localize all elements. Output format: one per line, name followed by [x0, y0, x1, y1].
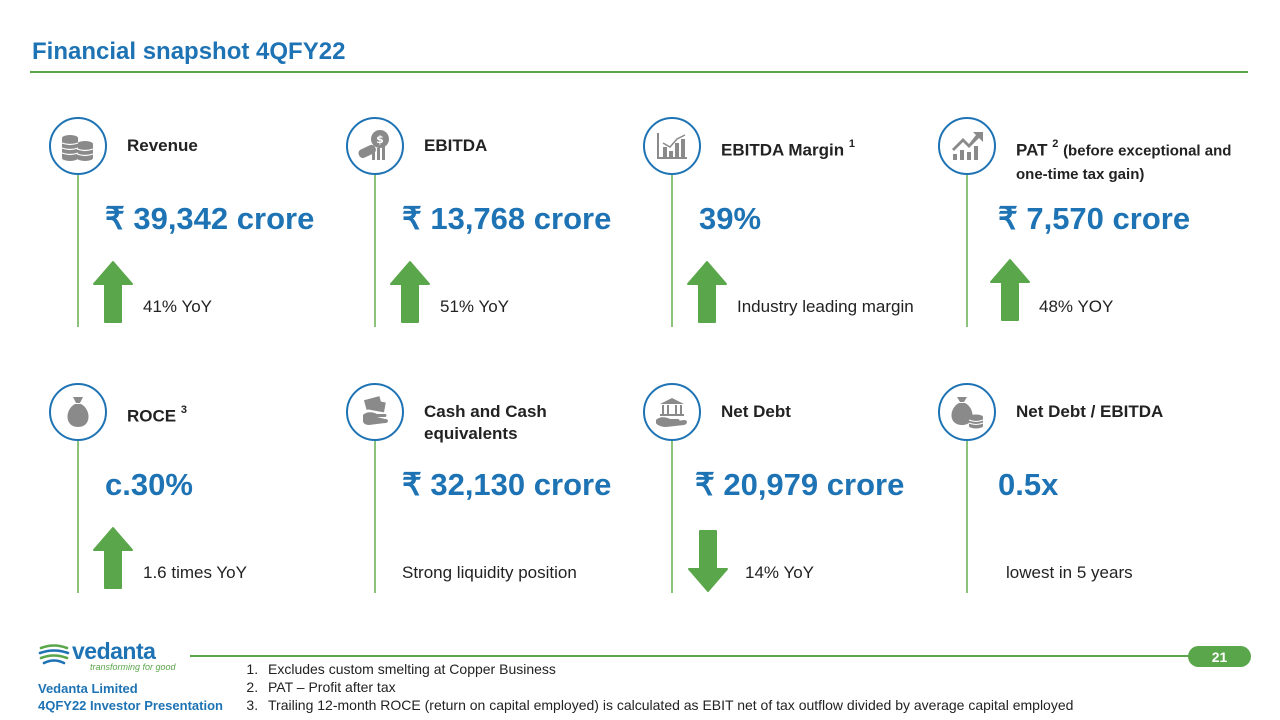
- svg-text:$: $: [376, 133, 384, 146]
- metric-value: ₹ 32,130 crore: [402, 467, 612, 502]
- metric-divider: [77, 175, 79, 327]
- metric-note: Industry leading margin: [737, 297, 914, 316]
- metric-icon-circle: [346, 383, 404, 441]
- metric-divider: [77, 441, 79, 593]
- vedanta-logo: vedanta transforming for good: [38, 638, 188, 676]
- bag-coins-icon: [951, 397, 984, 429]
- metric-card-cash: Cash and Cash equivalents ₹ 32,130 crore…: [346, 383, 626, 623]
- footer-divider: [190, 655, 1190, 657]
- money-bag-icon: [67, 397, 89, 427]
- metric-label: ROCE 3: [127, 404, 187, 426]
- metric-icon-circle: [938, 383, 996, 441]
- footnote-item: PAT – Profit after tax: [262, 678, 1073, 696]
- metric-label: Cash and Cash equivalents: [424, 402, 547, 443]
- cash-hand-icon: [363, 396, 388, 425]
- money-hand-icon: $: [358, 130, 389, 160]
- metric-divider: [966, 175, 968, 327]
- metric-value: c.30%: [105, 467, 193, 502]
- metric-card-net-debt-ebitda: Net Debt / EBITDA 0.5x lowest in 5 years: [938, 383, 1218, 623]
- coins-icon: [61, 135, 94, 161]
- metric-card-revenue: Revenue ₹ 39,342 crore 41% YoY: [49, 117, 329, 357]
- footnote-item: Excludes custom smelting at Copper Busin…: [262, 660, 1073, 678]
- title-divider: [30, 71, 1248, 73]
- metric-card-net-debt: Net Debt ₹ 20,979 crore 14% YoY: [643, 383, 923, 623]
- arrow-down-icon: [688, 530, 728, 592]
- metric-value: ₹ 39,342 crore: [105, 201, 315, 236]
- metric-label: Net Debt / EBITDA: [1016, 402, 1164, 421]
- metric-divider: [374, 175, 376, 327]
- metric-value: 0.5x: [998, 467, 1059, 502]
- footnote-item: Trailing 12-month ROCE (return on capita…: [262, 696, 1073, 714]
- metric-card-roce: ROCE 3 c.30% 1.6 times YoY: [49, 383, 329, 623]
- metric-value: ₹ 13,768 crore: [402, 201, 612, 236]
- metric-note: 1.6 times YoY: [143, 563, 247, 582]
- metric-label: Revenue: [127, 136, 198, 155]
- trend-up-icon: [952, 132, 983, 160]
- metric-value: 39%: [699, 201, 762, 236]
- arrow-up-icon: [390, 261, 430, 323]
- metric-note: 14% YoY: [745, 563, 815, 582]
- arrow-up-icon: [990, 259, 1030, 321]
- metric-note: 41% YoY: [143, 297, 213, 316]
- logo-wordmark: vedanta: [72, 638, 156, 664]
- metric-divider: [671, 175, 673, 327]
- footnotes: Excludes custom smelting at Copper Busin…: [240, 660, 1073, 714]
- metric-label: EBITDA: [424, 136, 488, 155]
- metric-icon-circle: [938, 117, 996, 175]
- metric-value: ₹ 20,979 crore: [695, 467, 905, 502]
- metric-card-ebitda-margin: EBITDA Margin 1 39% Industry leading mar…: [643, 117, 923, 357]
- metric-label: Net Debt: [721, 402, 791, 421]
- metric-icon-circle: $: [346, 117, 404, 175]
- arrow-up-icon: [687, 261, 727, 323]
- metric-icon-circle: [643, 117, 701, 175]
- metric-label: PAT 2 (before exceptional and one-time t…: [1016, 138, 1232, 183]
- metric-icon-circle: [49, 383, 107, 441]
- company-name: Vedanta Limited: [38, 681, 138, 696]
- bar-chart-icon: [657, 133, 687, 159]
- metric-icon-circle: [643, 383, 701, 441]
- logo-tagline: transforming for good: [90, 662, 176, 672]
- page-number: 21: [1188, 646, 1251, 667]
- bank-hand-icon: [656, 398, 687, 427]
- metric-note: 48% YOY: [1039, 297, 1114, 316]
- metric-note: Strong liquidity position: [402, 563, 577, 582]
- metric-card-pat: PAT 2 (before exceptional and one-time t…: [938, 117, 1231, 357]
- company-info: Vedanta Limited 4QFY22 Investor Presenta…: [38, 680, 223, 714]
- metric-note: lowest in 5 years: [1006, 563, 1133, 582]
- metric-divider: [374, 441, 376, 593]
- metric-card-ebitda: $ EBITDA ₹ 13,768 crore 51% YoY: [346, 117, 626, 357]
- metric-value: ₹ 7,570 crore: [998, 201, 1191, 236]
- metric-divider: [966, 441, 968, 593]
- page-title: Financial snapshot 4QFY22: [32, 38, 346, 65]
- arrow-up-icon: [93, 527, 133, 589]
- metric-label: EBITDA Margin 1: [721, 138, 855, 160]
- presentation-name: 4QFY22 Investor Presentation: [38, 698, 223, 713]
- arrow-up-icon: [93, 261, 133, 323]
- metric-divider: [671, 441, 673, 593]
- metric-icon-circle: [49, 117, 107, 175]
- vedanta-logo-icon: [38, 644, 70, 665]
- metric-note: 51% YoY: [440, 297, 510, 316]
